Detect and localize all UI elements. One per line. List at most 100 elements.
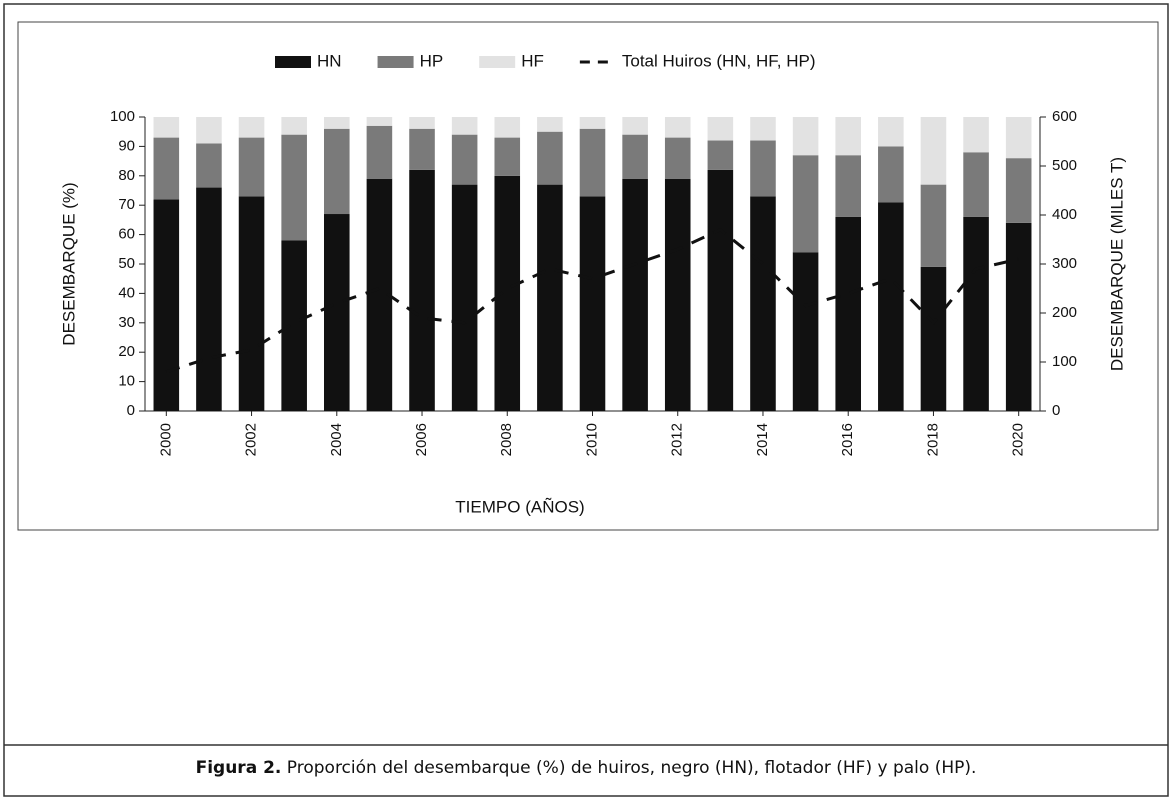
bar-segment (707, 169, 734, 411)
y-tick-label: 40 (118, 284, 135, 301)
bar-segment (494, 117, 521, 138)
bar-segment (1005, 222, 1032, 411)
y2-tick-label: 500 (1052, 157, 1077, 174)
bar-segment (409, 128, 435, 170)
bar-segment (451, 134, 478, 185)
x-tick-label: 2016 (839, 423, 856, 456)
bar-segment (707, 140, 734, 170)
bar-segment (153, 137, 180, 200)
bar-segment (409, 117, 435, 129)
x-tick-label: 2000 (157, 423, 174, 456)
y-tick-label: 80 (118, 167, 135, 184)
bar-segment (750, 196, 776, 411)
x-tick-label: 2020 (1010, 423, 1027, 456)
bar-segment (366, 125, 393, 179)
bar-segment (622, 178, 648, 411)
bar-segment (366, 117, 393, 126)
bar-segment (963, 117, 989, 153)
x-tick-label: 2010 (583, 423, 600, 456)
bar-segment (1005, 158, 1032, 223)
legend-label: HF (521, 51, 544, 70)
bar-segment (324, 117, 350, 129)
x-tick-label: 2014 (754, 423, 771, 456)
y2-tick-label: 100 (1052, 353, 1077, 370)
bar-segment (409, 169, 435, 411)
legend-swatch (275, 56, 311, 68)
bar-segment (878, 117, 904, 147)
y-tick-label: 30 (118, 314, 135, 331)
bar-segment (1005, 117, 1032, 159)
y-tick-label: 70 (118, 196, 135, 213)
x-tick-label: 2006 (413, 423, 430, 456)
y-tick-label: 60 (118, 226, 135, 243)
legend-label: Total Huiros (HN, HF, HP) (622, 51, 816, 70)
bar-segment (153, 199, 180, 411)
y2-tick-label: 400 (1052, 206, 1077, 223)
bar-segment (281, 117, 307, 135)
y2-axis-title: DESEMBARQUE (MILES T) (1107, 157, 1126, 371)
bar-segment (920, 117, 947, 185)
bar-segment (750, 140, 776, 197)
y-tick-label: 10 (118, 373, 135, 390)
bar-segment (792, 155, 819, 253)
bar-segment (963, 152, 989, 217)
bar-segment (792, 117, 819, 156)
figure-border (3, 3, 1169, 797)
bar-segment (664, 117, 691, 138)
bar-segment (963, 216, 989, 411)
x-tick-label: 2012 (669, 423, 686, 456)
bar-segment (835, 117, 861, 156)
bar-segment (494, 175, 521, 411)
bar-segment (664, 178, 691, 411)
bar-segment (324, 128, 350, 215)
bar-segment (537, 131, 563, 185)
bar-segment (494, 137, 521, 176)
x-tick-label: 2002 (243, 423, 260, 456)
bar-segment (196, 143, 222, 188)
bar-segment (537, 184, 563, 411)
bar-segment (238, 196, 265, 411)
y2-tick-label: 300 (1052, 255, 1077, 272)
caption-text: Proporción del desembarque (%) de huiros… (281, 758, 976, 778)
y2-tick-label: 0 (1052, 402, 1060, 419)
x-tick-label: 2004 (328, 423, 345, 456)
bar-segment (238, 137, 265, 197)
x-tick-label: 2018 (924, 423, 941, 456)
bar-segment (622, 134, 648, 179)
bar-segment (238, 117, 265, 138)
bar-segment (878, 146, 904, 203)
x-axis-title: TIEMPO (AÑOS) (455, 497, 584, 516)
bar-segment (920, 266, 947, 411)
bar-segment (707, 117, 734, 141)
bar-segment (281, 240, 307, 411)
bar-segment (579, 117, 606, 129)
bar-segment (281, 134, 307, 241)
bar-segment (664, 137, 691, 179)
bar-segment (579, 128, 606, 197)
bar-segment (196, 117, 222, 144)
bar-segment (920, 184, 947, 267)
x-tick-label: 2008 (498, 423, 515, 456)
bar-segment (324, 214, 350, 411)
y-tick-label: 90 (118, 137, 135, 154)
bar-segment (153, 117, 180, 138)
y2-tick-label: 200 (1052, 304, 1077, 321)
y-tick-label: 20 (118, 343, 135, 360)
bar-segment (537, 117, 563, 132)
y2-tick-label: 600 (1052, 108, 1077, 125)
bar-segment (835, 155, 861, 217)
y-tick-label: 50 (118, 255, 135, 272)
bar-segment (622, 117, 648, 135)
caption: Figura 2. Proporción del desembarque (%)… (196, 758, 977, 778)
total-line (165, 227, 1020, 374)
y-tick-label: 0 (127, 402, 135, 419)
chart-border (17, 21, 1159, 531)
legend-swatch (479, 56, 516, 68)
bar-segment (878, 202, 904, 411)
bar-segment (792, 252, 819, 411)
legend-swatch (377, 56, 414, 68)
y-axis-title: DESEMBARQUE (%) (59, 182, 78, 345)
legend-label: HN (317, 51, 342, 70)
y-tick-label: 100 (110, 108, 135, 125)
